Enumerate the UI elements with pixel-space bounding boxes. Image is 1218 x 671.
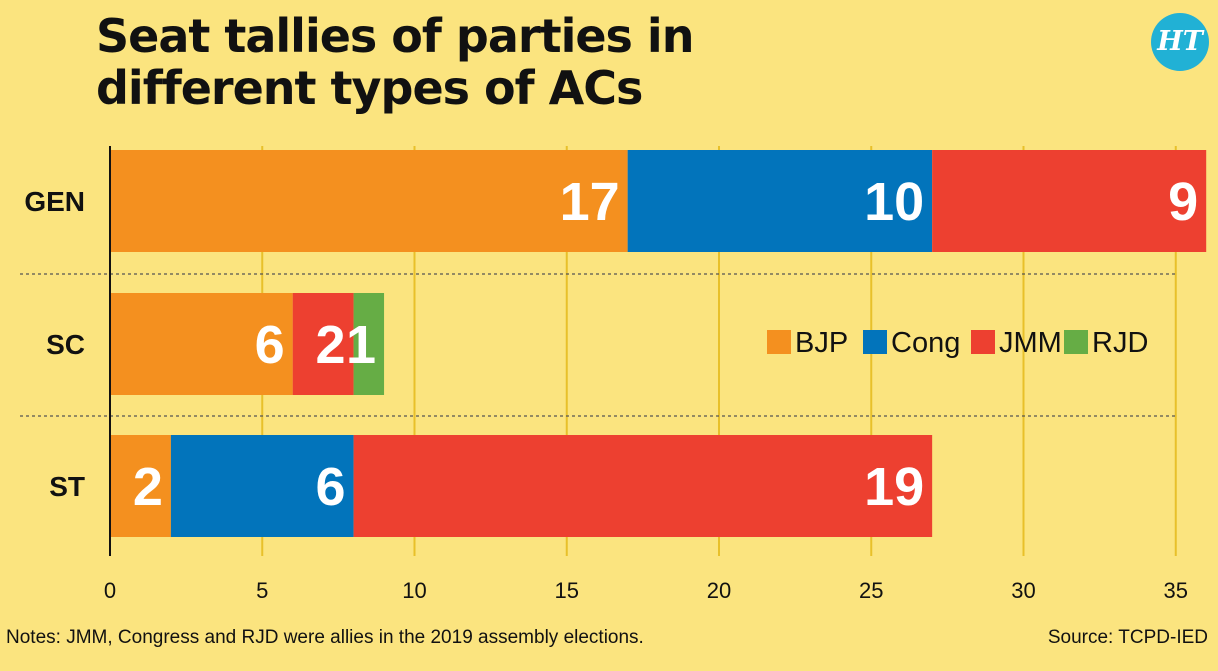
source-credit: Source: TCPD-IED xyxy=(1047,627,1208,648)
category-labels: GEN SC ST xyxy=(24,186,85,502)
bar-segment-jmm-st xyxy=(353,435,933,537)
row-separators xyxy=(20,273,1178,417)
value-labels: 17 10 96 2 12 6 19 xyxy=(133,172,1198,517)
x-tick-label: 0 xyxy=(104,578,116,603)
legend-label-bjp: BJP xyxy=(795,327,848,359)
x-tick-label: 35 xyxy=(1164,578,1188,603)
legend-label-cong: Cong xyxy=(891,327,960,359)
x-tick-label: 25 xyxy=(859,578,883,603)
legend-swatch-bjp xyxy=(767,330,791,354)
x-tick-label: 5 xyxy=(256,578,268,603)
ht-logo: HT xyxy=(1151,13,1209,71)
bars xyxy=(110,150,1207,537)
bar-segment-cong-st xyxy=(170,435,354,537)
legend-swatch-jmm xyxy=(971,330,995,354)
legend-label-jmm: JMM xyxy=(999,327,1062,359)
x-tick-label: 15 xyxy=(555,578,579,603)
value-label: 6 xyxy=(316,457,346,517)
bar-segment-bjp-gen xyxy=(110,150,628,252)
bar-segment-jmm-gen xyxy=(932,150,1207,252)
chart-title: Seat tallies of parties in different typ… xyxy=(96,9,694,115)
legend-swatch-rjd xyxy=(1064,330,1088,354)
legend-label-rjd: RJD xyxy=(1092,327,1148,359)
legend: BJP Cong JMM RJD xyxy=(767,327,1148,359)
category-label-sc: SC xyxy=(46,329,85,360)
category-label-st: ST xyxy=(49,471,85,502)
value-label: 1 xyxy=(346,315,376,375)
category-label-gen: GEN xyxy=(24,186,85,217)
x-tick-label: 10 xyxy=(402,578,426,603)
value-label: 17 xyxy=(560,172,620,232)
x-tick-label: 20 xyxy=(707,578,731,603)
bar-segment-bjp-sc xyxy=(110,293,293,395)
x-tick-label: 30 xyxy=(1011,578,1035,603)
bar-segment-rjd-sc xyxy=(353,293,385,395)
value-label: 10 xyxy=(864,172,924,232)
bar-segment-cong-gen xyxy=(627,150,933,252)
value-label: 2 xyxy=(133,457,163,517)
value-label: 6 xyxy=(255,315,285,375)
bar-segment-bjp-st xyxy=(110,435,171,537)
axes: 0 5 10 15 20 25 30 35 xyxy=(104,146,1188,603)
value-label: 9 xyxy=(1168,172,1198,232)
footnote: Notes: JMM, Congress and RJD were allies… xyxy=(6,627,644,648)
bar-segment-jmm-sc xyxy=(292,293,354,395)
value-label: 2 xyxy=(316,315,346,375)
legend-swatch-cong xyxy=(863,330,887,354)
value-label: 19 xyxy=(864,457,924,517)
